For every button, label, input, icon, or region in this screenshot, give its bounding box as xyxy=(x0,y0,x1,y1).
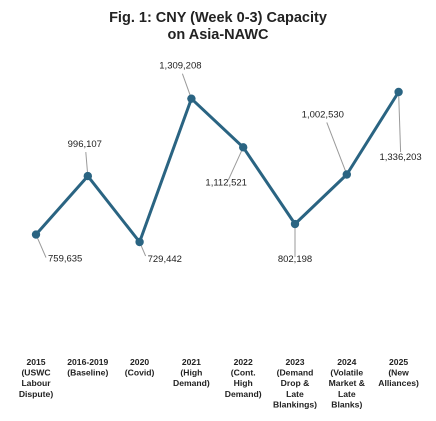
leader-line xyxy=(181,73,192,99)
data-point xyxy=(135,237,144,247)
chart-title-line-1: Fig. 1: CNY (Week 0-3) Capacity xyxy=(109,10,327,26)
x-tick-label: 2021 (High Demand) xyxy=(173,357,210,388)
data-point xyxy=(342,170,351,179)
data-point xyxy=(83,171,93,181)
data-label: 1,002,530 xyxy=(302,109,344,120)
data-label: 802,198 xyxy=(278,254,312,265)
x-tick-label: 2015 (USWC Labour Dispute) xyxy=(19,357,54,399)
x-tick-label: 2022 (Cont. High Demand) xyxy=(225,357,262,399)
leader-line xyxy=(227,147,244,181)
series-polyline xyxy=(34,90,401,244)
data-label: 1,309,208 xyxy=(159,61,201,72)
x-tick-label: 2020 (Covid) xyxy=(125,357,155,378)
data-point xyxy=(187,94,196,103)
x-tick-label: 2016-2019 (Baseline) xyxy=(67,357,108,378)
chart-title-line-2: on Asia-NAWC xyxy=(168,27,269,43)
data-labels: 759,635 996,107 729,442 1,309,208 1,112,521 8… xyxy=(48,61,422,265)
data-point xyxy=(394,87,403,97)
x-tick-label: 2023 (Demand Drop & Late Blankings) xyxy=(273,357,317,409)
x-tick-label: 2025 (New Alliances) xyxy=(378,357,419,388)
data-point xyxy=(290,219,300,229)
data-point xyxy=(239,143,248,152)
x-axis-tick-labels: 2015 (USWC Labour Dispute) 2016-2019 (Baselin… xyxy=(19,357,419,409)
data-points xyxy=(31,87,403,247)
data-label: 1,336,203 xyxy=(379,152,421,163)
leader-line xyxy=(398,91,402,153)
x-tick-label: 2024 (Volatile Market & Late Blanks) xyxy=(329,357,365,409)
data-label: 1,112,521 xyxy=(205,177,247,188)
leader-line xyxy=(326,122,348,175)
data-point xyxy=(31,230,41,239)
data-label: 996,107 xyxy=(68,139,102,150)
data-label: 759,635 xyxy=(48,254,82,265)
series-line xyxy=(34,90,401,244)
leader-lines xyxy=(35,73,402,258)
data-label: 729,442 xyxy=(148,254,182,265)
